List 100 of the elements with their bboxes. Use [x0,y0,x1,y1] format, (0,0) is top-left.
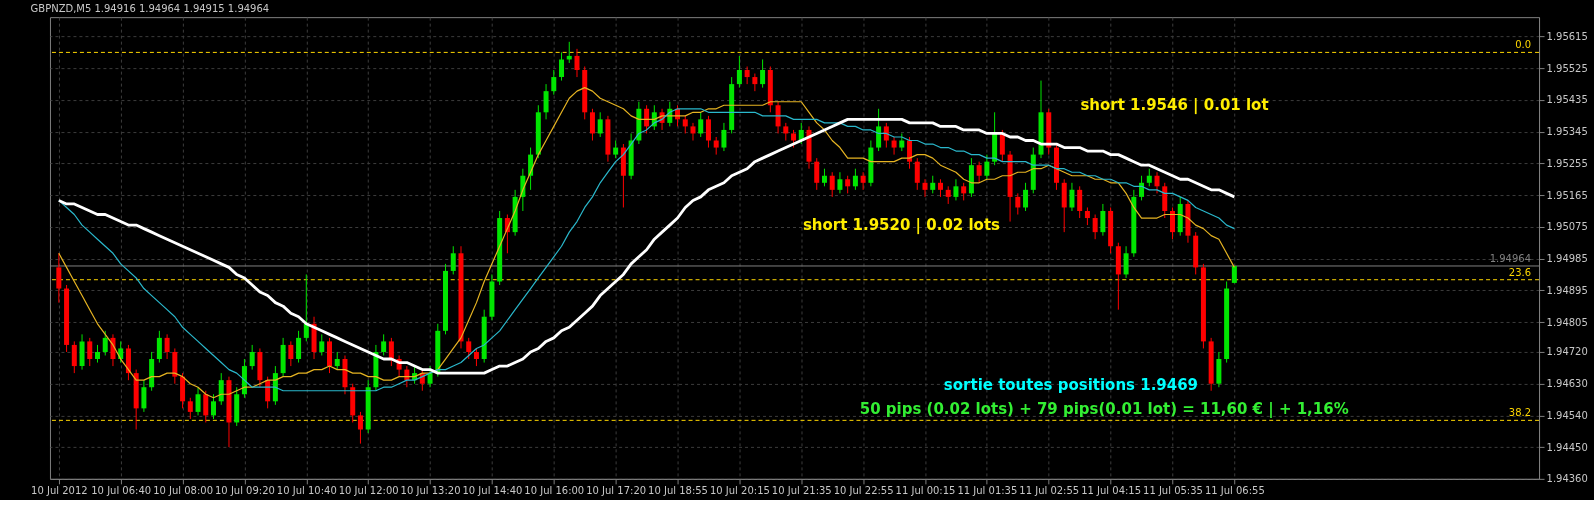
candlestick [296,330,302,364]
candlestick [156,330,162,364]
x-tick-label: 10 Jul 16:00 [524,485,585,497]
y-tick-label: 1.94540 [1546,409,1588,421]
candlestick [1023,182,1029,212]
y-tick-label: 1.95255 [1546,157,1588,169]
candlestick [976,161,982,184]
candlestick [102,330,108,356]
candlestick [187,397,193,420]
candlestick [551,69,557,96]
x-tick-label: 10 Jul 17:20 [586,485,647,497]
candlestick [381,333,387,356]
candlestick [211,393,217,420]
candlestick [814,157,820,191]
x-tick-label: 10 Jul 13:20 [400,485,461,497]
x-tick-label: 10 Jul 10:40 [276,485,337,497]
annotation: 0.0 [1515,39,1532,51]
annotation: 38.2 [1508,407,1532,419]
y-tick-label: 1.94360 [1546,473,1588,485]
y-tick-label: 1.95075 [1546,221,1588,233]
candlestick [388,337,394,367]
x-tick-label: 10 Jul 08:00 [153,485,214,497]
candlestick [559,51,565,82]
candlestick [450,245,456,275]
x-tick-label: 10 Jul 18:55 [648,485,708,497]
y-tick-label: 1.94450 [1546,441,1588,453]
candlestick [319,333,325,356]
y-tick-label: 1.94895 [1546,284,1588,296]
chart-title: GBPNZD,M5 1.94916 1.94964 1.94915 1.94964 [30,3,270,15]
y-tick-label: 1.95345 [1546,126,1588,138]
candlestick [195,386,201,416]
x-tick-label: 10 Jul 2012 [31,485,88,497]
candlestick [744,65,750,85]
y-tick-label: 1.94630 [1546,378,1588,390]
x-tick-label: 10 Jul 06:40 [91,485,152,497]
x-tick-label: 11 Jul 05:35 [1143,485,1203,497]
candlestick [543,83,549,120]
y-tick-label: 1.94985 [1546,253,1588,265]
candlestick [1092,214,1098,240]
candlestick [303,273,309,342]
x-tick-label: 10 Jul 09:20 [215,485,275,497]
candlestick [760,58,766,89]
x-tick-label: 10 Jul 12:00 [338,485,399,497]
candlestick [883,122,889,149]
annotation: short 1.9520 | 0.02 lots [802,216,1001,236]
annotation: 50 pips (0.02 lots) + 79 pips(0.01 lot) = 11,60 € | + 1,16% [859,399,1349,419]
candlestick [1077,185,1083,219]
candlestick [644,104,650,134]
y-tick-label: 1.95525 [1546,62,1588,74]
candlestick [690,122,696,141]
candlestick [736,55,742,89]
y-tick-label: 1.95165 [1546,189,1588,201]
candlestick [466,337,472,360]
candlestick [922,178,928,198]
y-tick-label: 1.94720 [1546,346,1588,358]
candlestick [164,333,170,360]
candlestick [775,101,781,134]
annotation: short 1.9546 | 0.01 lot [1080,96,1269,116]
x-tick-label: 10 Jul 21:35 [771,485,832,497]
candlestick [829,171,835,198]
candlestick [1154,171,1160,194]
candlestick [1139,175,1145,201]
y-tick-label: 1.95435 [1546,94,1588,106]
x-tick-label: 11 Jul 00:15 [895,485,956,497]
candlestick [87,337,93,367]
candlestick [914,157,920,191]
candlestick [218,372,224,406]
candlestick [984,154,990,180]
candlestick [999,129,1005,163]
candlestick [698,111,704,138]
candlestick [852,168,858,191]
candlestick [1123,245,1129,279]
x-tick-label: 11 Jul 02:55 [1019,485,1080,497]
candlestick [953,178,959,201]
candlestick [1100,203,1106,237]
x-tick-label: 11 Jul 04:15 [1081,485,1142,497]
candlestick [837,171,843,194]
x-tick-label: 11 Jul 01:35 [957,485,1018,497]
x-tick-label: 10 Jul 20:15 [709,485,770,497]
candlestick [288,340,294,367]
annotation: 23.6 [1508,266,1532,278]
candlestick [141,379,147,413]
y-tick-label: 1.95615 [1546,31,1588,43]
candlestick [1015,192,1021,216]
candlestick [1069,182,1075,212]
candlestick [574,48,580,78]
candlestick [249,344,255,371]
candlestick [721,122,727,152]
candlestick [876,108,882,152]
candlestick [357,411,363,445]
candlestick [752,73,758,92]
candlestick [860,171,866,191]
candlestick [705,115,711,149]
annotation: sortie toutes positions 1.9469 [943,376,1199,395]
candlestick [427,365,433,388]
ref-line-label: 1.94964 [1489,252,1532,264]
candlestick [1169,206,1175,240]
candlestick [203,390,209,423]
candlestick [56,252,62,304]
candlestick [597,111,603,138]
